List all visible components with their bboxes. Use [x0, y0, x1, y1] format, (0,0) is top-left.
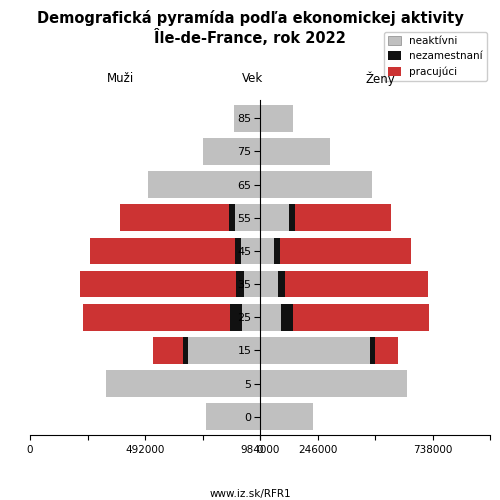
Bar — [90, 238, 235, 264]
Bar — [120, 204, 230, 231]
Bar — [278, 271, 285, 297]
Bar — [260, 370, 408, 397]
Bar — [274, 238, 280, 264]
Text: Ženy: Ženy — [365, 71, 395, 86]
Bar — [260, 105, 292, 132]
Bar — [83, 304, 231, 330]
Bar — [230, 204, 235, 231]
Text: www.iz.sk/RFR1: www.iz.sk/RFR1 — [209, 490, 291, 500]
Bar — [374, 337, 398, 363]
Bar — [280, 238, 411, 264]
Bar — [260, 204, 289, 231]
Bar — [289, 204, 295, 231]
Bar — [260, 238, 274, 264]
Legend: neaktívni, nezamestnaní, pracujúci: neaktívni, nezamestnaní, pracujúci — [384, 32, 487, 81]
Bar — [202, 138, 260, 164]
Bar — [236, 204, 260, 231]
Bar — [281, 304, 293, 330]
Bar — [230, 304, 242, 330]
Bar — [234, 105, 260, 132]
Text: Muži: Muži — [106, 72, 134, 86]
Bar — [295, 204, 390, 231]
Bar — [260, 138, 330, 164]
Bar — [148, 172, 260, 198]
Bar — [242, 304, 260, 330]
Bar — [236, 271, 244, 297]
Bar — [106, 370, 260, 397]
Text: Demografická pyramída podľa ekonomickej aktivity
Île-de-France, rok 2022: Demografická pyramída podľa ekonomickej … — [36, 10, 464, 46]
Bar — [184, 337, 188, 363]
Bar — [260, 271, 278, 297]
Bar — [260, 337, 370, 363]
Bar — [260, 404, 312, 430]
Bar — [153, 337, 184, 363]
Bar — [293, 304, 429, 330]
Bar — [206, 404, 260, 430]
Text: Vek: Vek — [242, 72, 263, 86]
Bar — [260, 304, 281, 330]
Bar — [370, 337, 374, 363]
Bar — [244, 271, 260, 297]
Bar — [188, 337, 260, 363]
Bar — [235, 238, 242, 264]
Bar — [242, 238, 260, 264]
Bar — [285, 271, 428, 297]
Bar — [80, 271, 236, 297]
Bar — [260, 172, 372, 198]
